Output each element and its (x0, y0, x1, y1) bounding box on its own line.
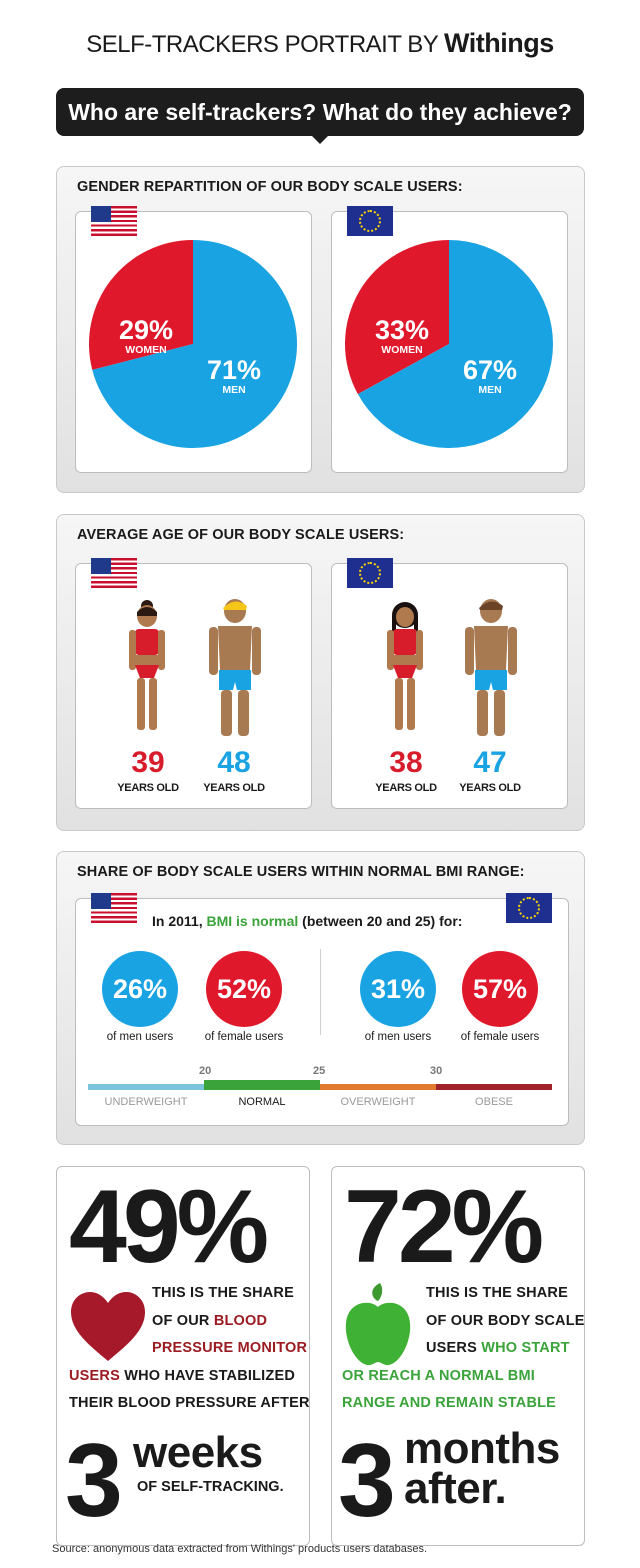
bmi-title: SHARE OF BODY SCALE USERS WITHIN NORMAL … (77, 864, 525, 880)
us-flag-icon (91, 558, 137, 588)
divider (320, 949, 321, 1035)
us-women-bmi-label: of female users (204, 1031, 284, 1043)
bmi-overweight-bar (320, 1084, 436, 1090)
eu-men-bmi: 31% (360, 951, 436, 1027)
eu-age-card: 38 YEARS OLD 47 YEARS OLD (331, 558, 568, 809)
us-women-bmi: 52% (206, 951, 282, 1027)
us-gender-pie (89, 240, 297, 448)
us-flag-icon (91, 893, 137, 923)
eu-flag-icon (347, 206, 393, 236)
us-men-age-unit: YEARS OLD (203, 782, 265, 794)
us-men-bmi: 26% (102, 951, 178, 1027)
bmi-stat-line-5: RANGE AND REMAIN STABLE (342, 1395, 557, 1411)
bp-number: 3 (65, 1423, 123, 1539)
woman-figure-icon (129, 600, 165, 730)
us-women-age-unit: YEARS OLD (117, 782, 179, 794)
eu-women-age-unit: YEARS OLD (375, 782, 437, 794)
bmi-stat-line-1: THIS IS THE SHARE (426, 1285, 568, 1301)
bmi-normal-label: NORMAL (238, 1096, 286, 1108)
bmi-stat-card: 72% THIS IS THE SHARE OF OUR BODY SCALE … (331, 1166, 585, 1546)
pie-slice-women (89, 240, 193, 370)
us-women-label: 29% WOMEN (118, 315, 174, 356)
eu-flag-icon (347, 558, 393, 588)
eu-gender-card: 33% WOMEN 67% MEN (331, 206, 568, 473)
blood-pressure-pct: 49% (69, 1169, 269, 1285)
source-note: Source: anonymous data extracted from Wi… (52, 1543, 428, 1555)
man-figure-icon (465, 599, 517, 736)
eu-women-bmi: 57% (462, 951, 538, 1027)
bmi-stat-line-4: OR REACH A NORMAL BMI (342, 1368, 535, 1384)
us-women-age: 39 (131, 746, 165, 779)
eu-women-label: 33% WOMEN (374, 315, 430, 356)
bmi-tick-30: 30 (430, 1065, 443, 1077)
eu-men-bmi-label: of men users (364, 1031, 432, 1043)
blood-pressure-stat-card: 49% THIS IS THE SHARE OF OUR BLOOD PRESS… (56, 1166, 310, 1546)
us-age-card: 39 YEARS OLD 48 YEARS OLD (75, 558, 312, 809)
bmi-panel: SHARE OF BODY SCALE USERS WITHIN NORMAL … (56, 851, 585, 1145)
bp-line-1: THIS IS THE SHARE (152, 1285, 294, 1301)
bmi-intro: In 2011, BMI is normal (between 20 and 2… (152, 913, 463, 929)
bmi-tick-20: 20 (199, 1065, 212, 1077)
heart-icon (71, 1292, 145, 1361)
bp-word: weeks (133, 1428, 263, 1477)
eu-men-label: 67% MEN (462, 355, 518, 396)
bp-line-3: PRESSURE MONITOR (152, 1340, 308, 1356)
gender-title: GENDER REPARTITION OF OUR BODY SCALE USE… (77, 179, 463, 195)
bmi-obese-bar (436, 1084, 552, 1090)
headline-tail (310, 134, 330, 144)
us-men-label: 71% MEN (206, 355, 262, 396)
gender-panel: GENDER REPARTITION OF OUR BODY SCALE USE… (56, 166, 585, 493)
bmi-stat-word-1: months (404, 1424, 560, 1473)
pie-slice-women (345, 240, 449, 395)
bmi-underweight-bar (88, 1084, 204, 1090)
bmi-stat-word-2: after. (404, 1464, 507, 1513)
header-prefix: SELF-TRACKERS PORTRAIT BY (86, 31, 438, 58)
bp-line-4: USERS WHO HAVE STABILIZED (69, 1368, 296, 1384)
us-men-age: 48 (217, 746, 251, 779)
brand-logo: Withings (444, 28, 554, 58)
woman-figure-icon (387, 602, 423, 730)
bp-line-5: THEIR BLOOD PRESSURE AFTER (69, 1395, 310, 1411)
age-panel: AVERAGE AGE OF OUR BODY SCALE USERS: (56, 514, 585, 831)
bp-tail: OF SELF-TRACKING. (137, 1479, 284, 1495)
pie-slice-men (92, 240, 297, 448)
bmi-normal-bar (204, 1080, 320, 1090)
us-flag-icon (91, 206, 137, 236)
eu-gender-pie (345, 240, 553, 448)
headline: Who are self-trackers? What do they achi… (56, 88, 584, 136)
eu-men-age-unit: YEARS OLD (459, 782, 521, 794)
bmi-stat-pct: 72% (344, 1169, 544, 1285)
eu-flag-icon (506, 893, 552, 923)
bmi-tick-25: 25 (313, 1065, 326, 1077)
us-men-bmi-label: of men users (106, 1031, 174, 1043)
pie-slice-men (357, 240, 553, 448)
bmi-stat-number: 3 (338, 1423, 396, 1539)
bmi-card: In 2011, BMI is normal (between 20 and 2… (75, 893, 569, 1126)
bmi-underweight-label: UNDERWEIGHT (104, 1096, 188, 1108)
bmi-stat-line-3: USERS WHO START (426, 1340, 570, 1356)
page-header: SELF-TRACKERS PORTRAIT BY Withings (0, 28, 640, 59)
man-figure-icon (209, 599, 261, 736)
bmi-stat-line-2: OF OUR BODY SCALE (426, 1313, 585, 1329)
us-gender-card: 29% WOMEN 71% MEN (75, 206, 312, 473)
bmi-overweight-label: OVERWEIGHT (340, 1096, 416, 1108)
apple-icon (345, 1283, 411, 1366)
bmi-obese-label: OBESE (475, 1096, 513, 1108)
eu-women-bmi-label: of female users (460, 1031, 540, 1043)
bp-line-2: OF OUR BLOOD (152, 1313, 268, 1329)
age-title: AVERAGE AGE OF OUR BODY SCALE USERS: (77, 527, 405, 543)
eu-women-age: 38 (389, 746, 423, 779)
eu-men-age: 47 (473, 746, 507, 779)
